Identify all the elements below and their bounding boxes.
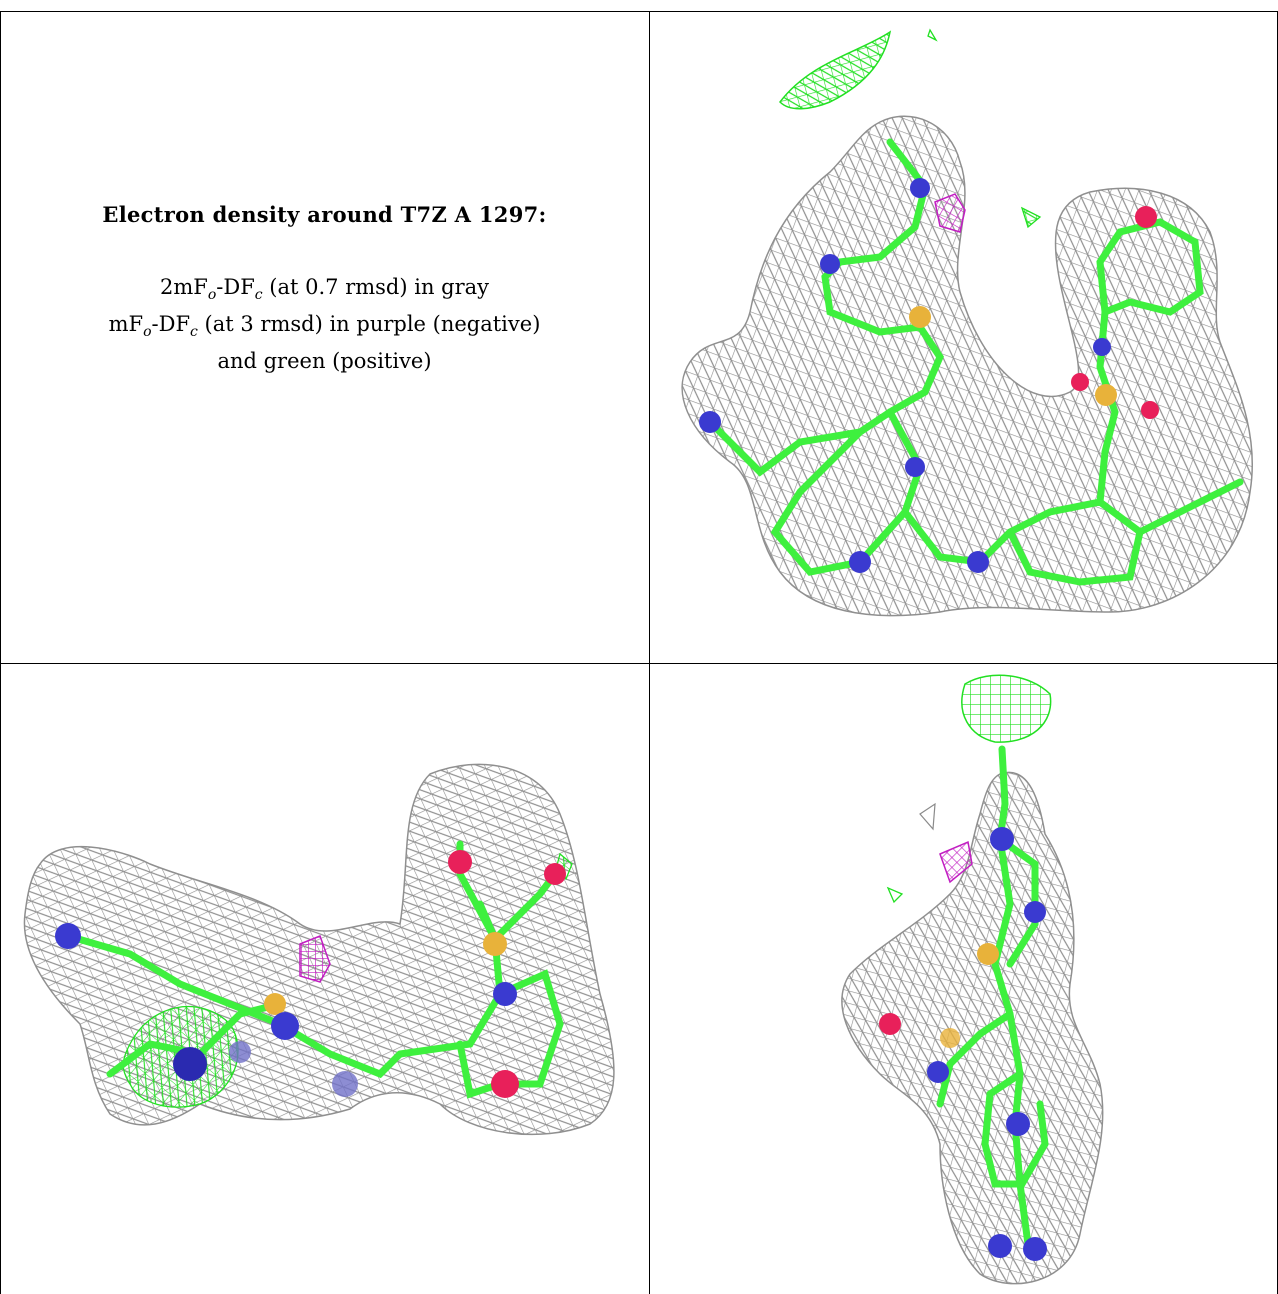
nitrogen-atom bbox=[55, 923, 81, 949]
nitrogen-atom bbox=[1023, 1237, 1047, 1261]
nitrogen-atom bbox=[820, 254, 840, 274]
oxygen-atom bbox=[448, 850, 472, 874]
table-middle-border bbox=[0, 663, 1278, 664]
sulfur-atom bbox=[909, 306, 931, 328]
sulfur-atom bbox=[940, 1028, 960, 1048]
nitrogen-atom bbox=[173, 1047, 207, 1081]
sulfur-atom bbox=[977, 943, 999, 965]
nitrogen-atom bbox=[849, 551, 871, 573]
sulfur-atom bbox=[264, 993, 286, 1015]
nitrogen-atom bbox=[990, 827, 1014, 851]
density-mesh-negative bbox=[934, 193, 966, 233]
caption-subscript: c bbox=[190, 324, 198, 341]
caption-subscript: o bbox=[143, 324, 152, 341]
oxygen-atom bbox=[491, 1070, 519, 1098]
nitrogen-atom bbox=[229, 1041, 251, 1063]
oxygen-atom bbox=[1141, 401, 1159, 419]
nitrogen-atom bbox=[1093, 338, 1111, 356]
density-mesh-positive bbox=[961, 674, 1052, 743]
sulfur-atom bbox=[1095, 384, 1117, 406]
density-mesh-2fofc bbox=[681, 115, 1254, 617]
table-center-divider bbox=[649, 11, 650, 1294]
nitrogen-atom bbox=[910, 178, 930, 198]
oxygen-atom bbox=[544, 863, 566, 885]
nitrogen-atom bbox=[1006, 1112, 1030, 1136]
nitrogen-atom bbox=[1024, 901, 1046, 923]
caption-cell: Electron density around T7Z A 1297: 2mFo… bbox=[0, 12, 649, 663]
density-view-2 bbox=[23, 763, 615, 1136]
nitrogen-atom bbox=[493, 982, 517, 1006]
nitrogen-atom bbox=[332, 1071, 358, 1097]
table-left-border bbox=[0, 11, 1, 1294]
sulfur-atom bbox=[483, 932, 507, 956]
nitrogen-atom bbox=[967, 551, 989, 573]
oxygen-atom bbox=[1135, 206, 1157, 228]
bottom-right-view bbox=[650, 664, 1278, 1294]
density-mesh-positive bbox=[779, 30, 892, 110]
caption-block: Electron density around T7Z A 1297: 2mFo… bbox=[0, 202, 649, 376]
nitrogen-atom bbox=[988, 1234, 1012, 1258]
density-mesh-2fofc bbox=[919, 802, 936, 831]
oxygen-atom bbox=[1071, 373, 1089, 391]
density-mesh-negative bbox=[939, 840, 973, 884]
table-top-border bbox=[0, 11, 1278, 12]
ligand-sticks bbox=[936, 745, 1049, 1248]
caption-text: mF bbox=[108, 312, 144, 337]
nitrogen-atom bbox=[927, 1061, 949, 1083]
oxygen-atom bbox=[879, 1013, 901, 1035]
top-right-view bbox=[650, 12, 1278, 663]
nitrogen-atom bbox=[905, 457, 925, 477]
nitrogen-atom bbox=[699, 411, 721, 433]
density-mesh-positive bbox=[1020, 206, 1042, 229]
caption-line-fofc: mFo-DFc (at 3 rmsd) in purple (negative) bbox=[0, 310, 649, 347]
caption-text: (at 3 rmsd) in purple (negative) bbox=[197, 312, 541, 337]
density-view-1 bbox=[681, 28, 1254, 617]
density-view-3 bbox=[841, 674, 1104, 1285]
caption-subscript: o bbox=[207, 287, 217, 304]
caption-text: -DF bbox=[216, 275, 255, 299]
caption-line-2fofc: 2mFo-DFc (at 0.7 rmsd) in gray bbox=[0, 273, 649, 310]
caption-subscript: c bbox=[254, 287, 263, 304]
caption-line-color-key: and green (positive) bbox=[217, 349, 432, 374]
caption-text: -DF bbox=[151, 312, 191, 337]
caption-text: 2mF bbox=[159, 275, 208, 299]
density-mesh-negative bbox=[299, 935, 331, 983]
density-mesh-positive bbox=[886, 886, 904, 904]
caption-text: (at 0.7 rmsd) in gray bbox=[262, 275, 490, 299]
density-mesh-positive bbox=[927, 28, 938, 42]
bottom-left-view bbox=[0, 664, 649, 1294]
nitrogen-atom bbox=[271, 1012, 299, 1040]
caption-title: Electron density around T7Z A 1297: bbox=[102, 202, 547, 227]
